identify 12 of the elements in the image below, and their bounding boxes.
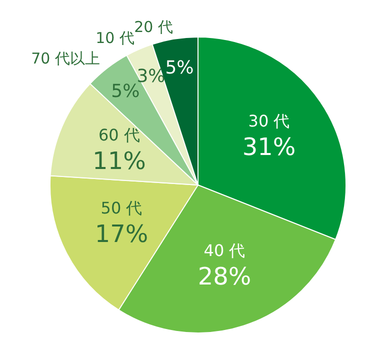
data-label: 31%: [242, 132, 296, 161]
slice-label: 60 代: [98, 125, 140, 144]
slice-label: 30 代: [248, 111, 290, 130]
slice-label: 10 代: [96, 29, 134, 48]
slice-label: 70 代以上: [31, 50, 100, 68]
slice-label: 40 代: [204, 241, 246, 260]
slice-label: 50 代: [100, 198, 142, 218]
data-label: 28%: [198, 262, 252, 291]
data-label: 11%: [92, 146, 146, 175]
data-label: 5%: [165, 58, 194, 79]
data-label: 17%: [94, 220, 148, 248]
slice-label: 20 代: [134, 18, 173, 36]
